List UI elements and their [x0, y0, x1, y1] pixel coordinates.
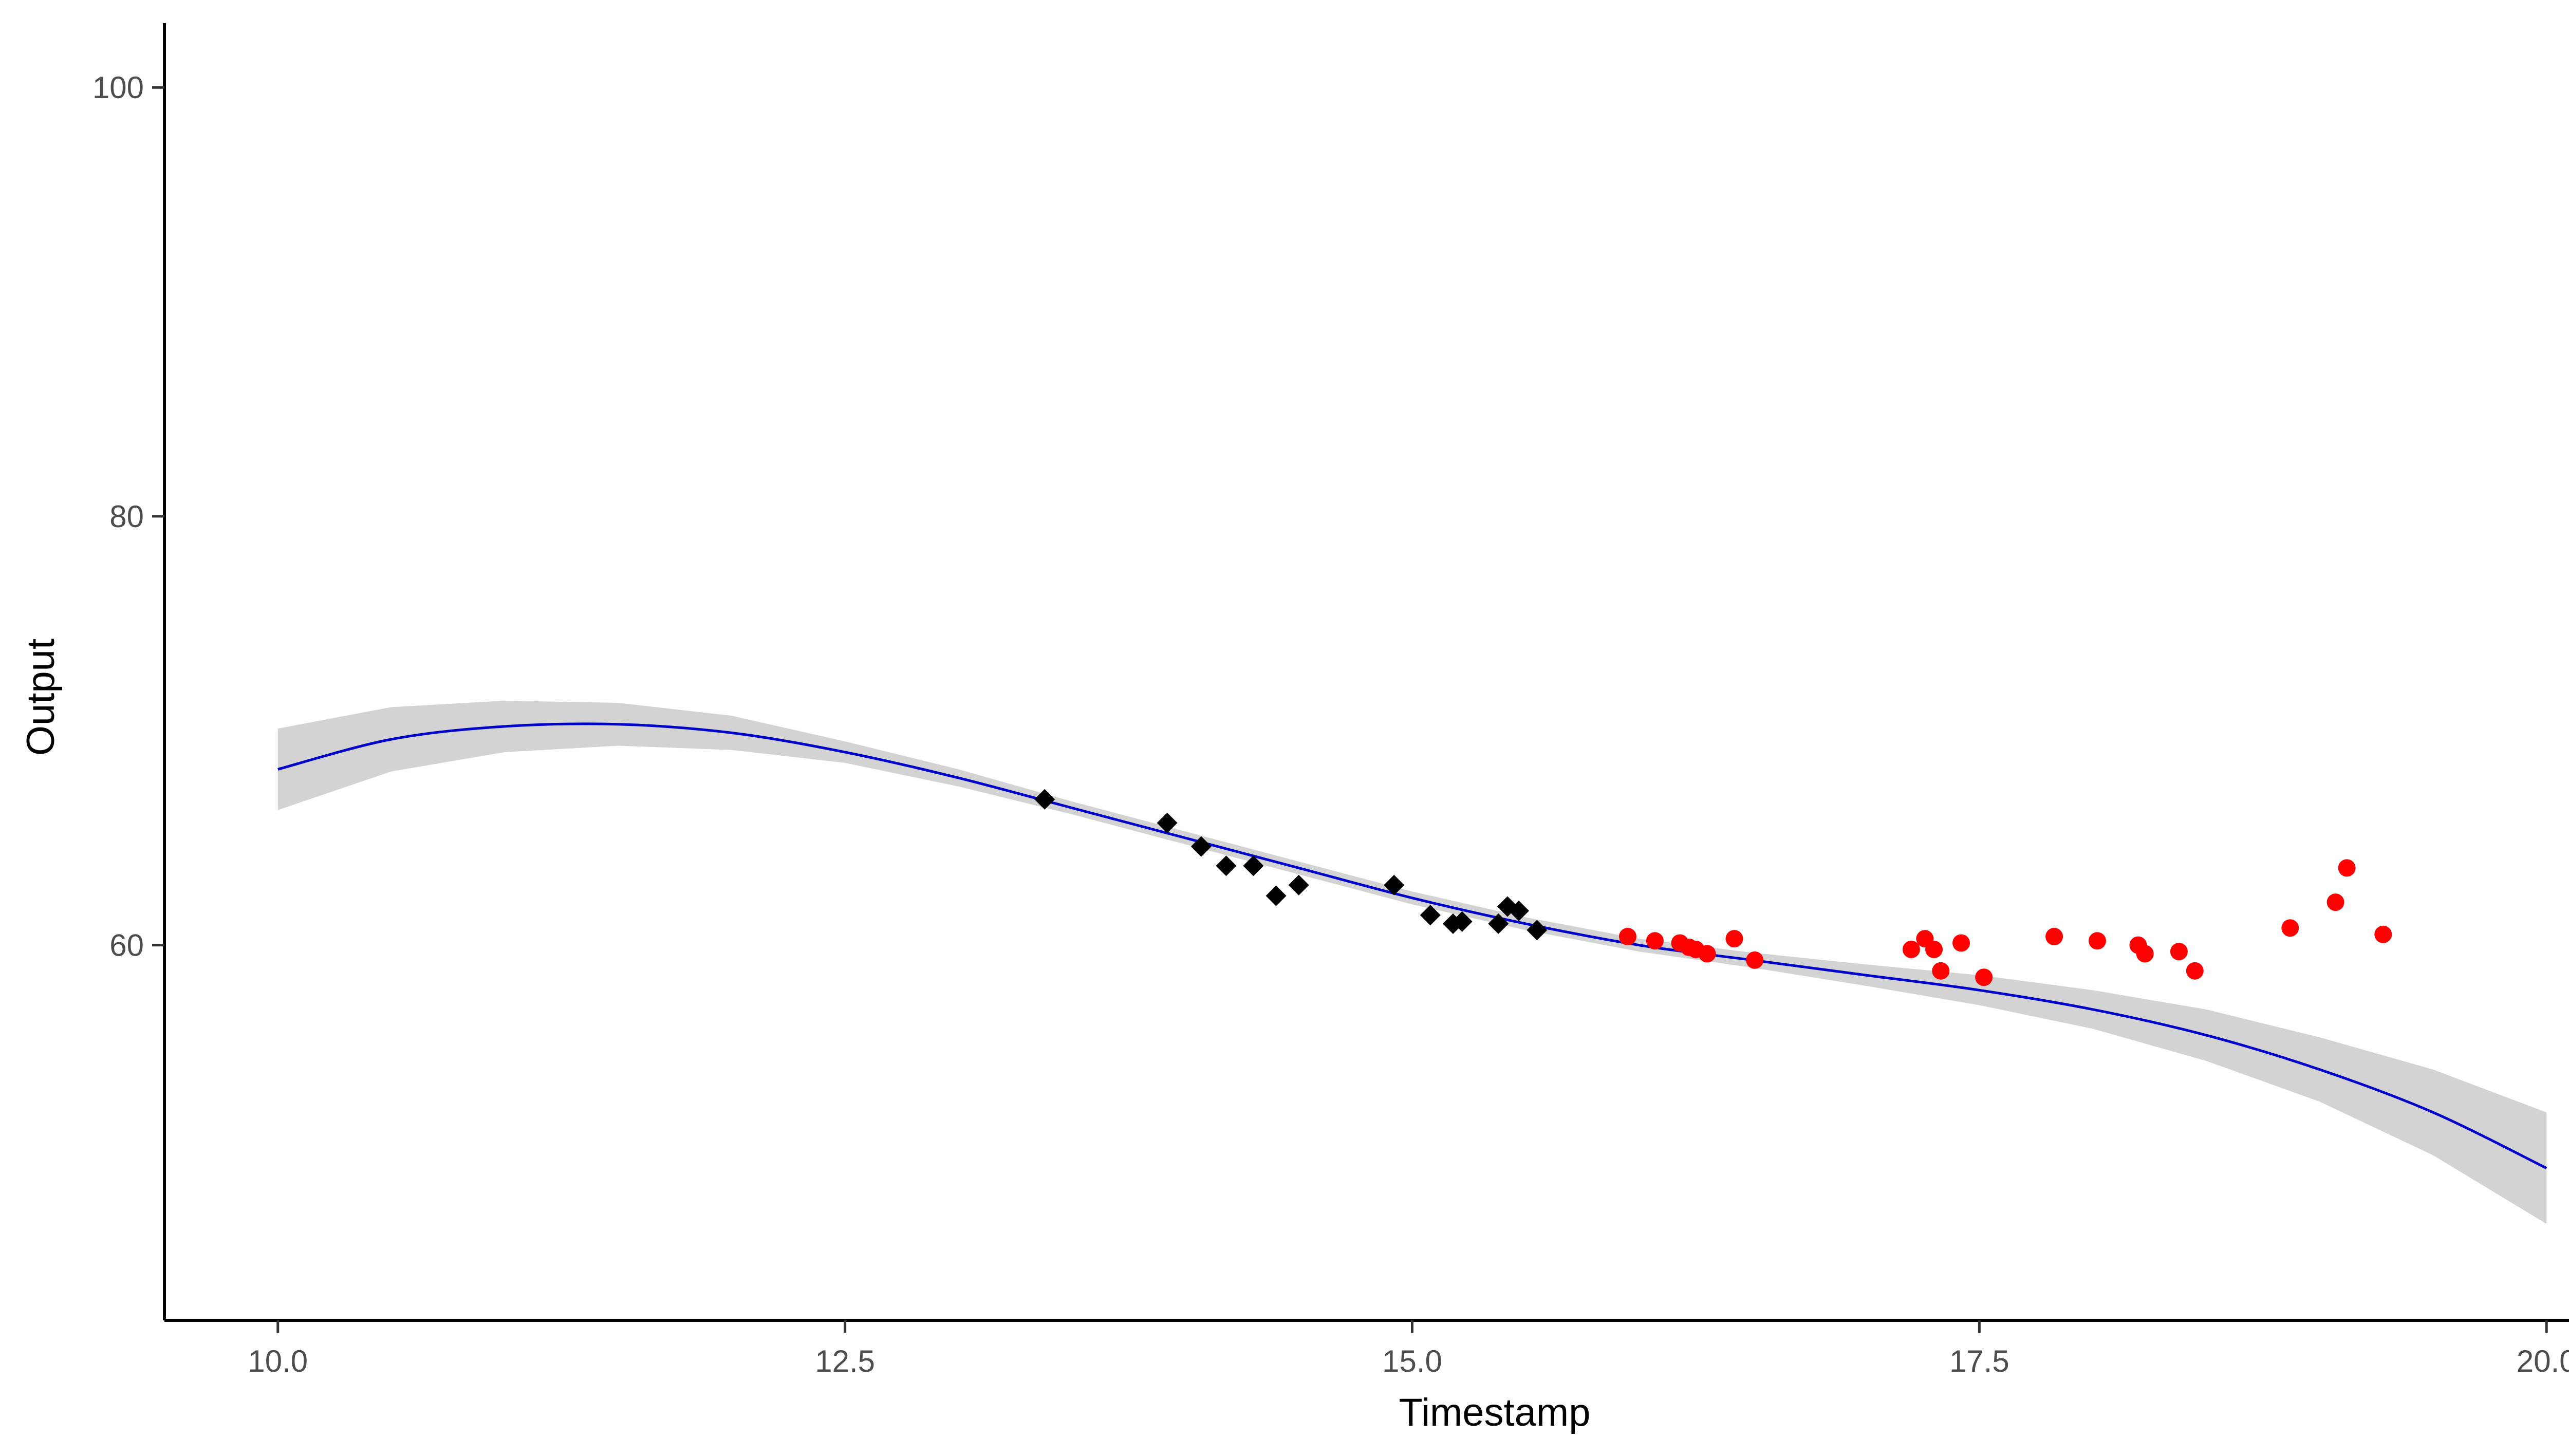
point-circle	[1746, 951, 1764, 969]
point-circle	[2136, 945, 2154, 963]
point-circle	[1698, 945, 1716, 963]
y-tick-label: 100	[92, 70, 144, 105]
point-circle	[1618, 927, 1636, 945]
point-circle	[2170, 943, 2188, 961]
y-tick-label: 60	[109, 928, 144, 963]
point-circle	[2326, 893, 2344, 911]
fit-line	[277, 722, 2547, 1169]
y-tick-label: 80	[109, 499, 144, 534]
fit-line-layer	[277, 722, 2547, 1169]
point-diamond	[1509, 900, 1530, 921]
confidence-band	[277, 700, 2547, 1224]
point-diamond	[1034, 789, 1055, 810]
point-circle	[2281, 919, 2299, 937]
x-tick-label: 15.0	[1382, 1344, 1442, 1378]
point-diamond	[1384, 874, 1405, 895]
point-diamond	[1243, 855, 1264, 876]
point-diamond	[1190, 836, 1212, 857]
point-diamond	[1420, 905, 1441, 926]
point-circle	[2338, 859, 2356, 877]
point-circle	[1925, 940, 1943, 958]
confidence-band-layer	[277, 700, 2547, 1224]
point-circle	[1902, 940, 1920, 958]
point-diamond	[1288, 874, 1309, 895]
x-tick-label: 20.0	[2517, 1344, 2569, 1378]
y-axis-title: Output	[19, 639, 63, 756]
point-circle	[2374, 925, 2392, 943]
x-axis-title: Timestamp	[1399, 1391, 1590, 1434]
x-tick-label: 12.5	[815, 1344, 875, 1378]
point-circle	[1952, 934, 1970, 952]
point-circle	[2186, 962, 2204, 980]
point-diamond	[1526, 920, 1548, 941]
point-diamond	[1265, 885, 1287, 906]
point-diamond	[1216, 855, 1237, 876]
x-tick-label: 17.5	[1949, 1344, 2009, 1378]
point-circle	[2088, 932, 2106, 950]
point-diamond	[1157, 812, 1178, 833]
x-tick-label: 10.0	[248, 1344, 308, 1378]
point-circle	[1725, 930, 1743, 948]
point-circle	[2045, 927, 2063, 945]
point-circle	[1646, 932, 1664, 950]
axes: 10.0 12.5 15.0 17.5 20.0 60 80 100	[92, 23, 2569, 1378]
point-circle	[1932, 962, 1950, 980]
points-layer	[1034, 789, 2392, 986]
point-diamond	[1488, 913, 1509, 934]
point-circle	[1975, 968, 1993, 986]
point-diamond	[1451, 911, 1473, 932]
